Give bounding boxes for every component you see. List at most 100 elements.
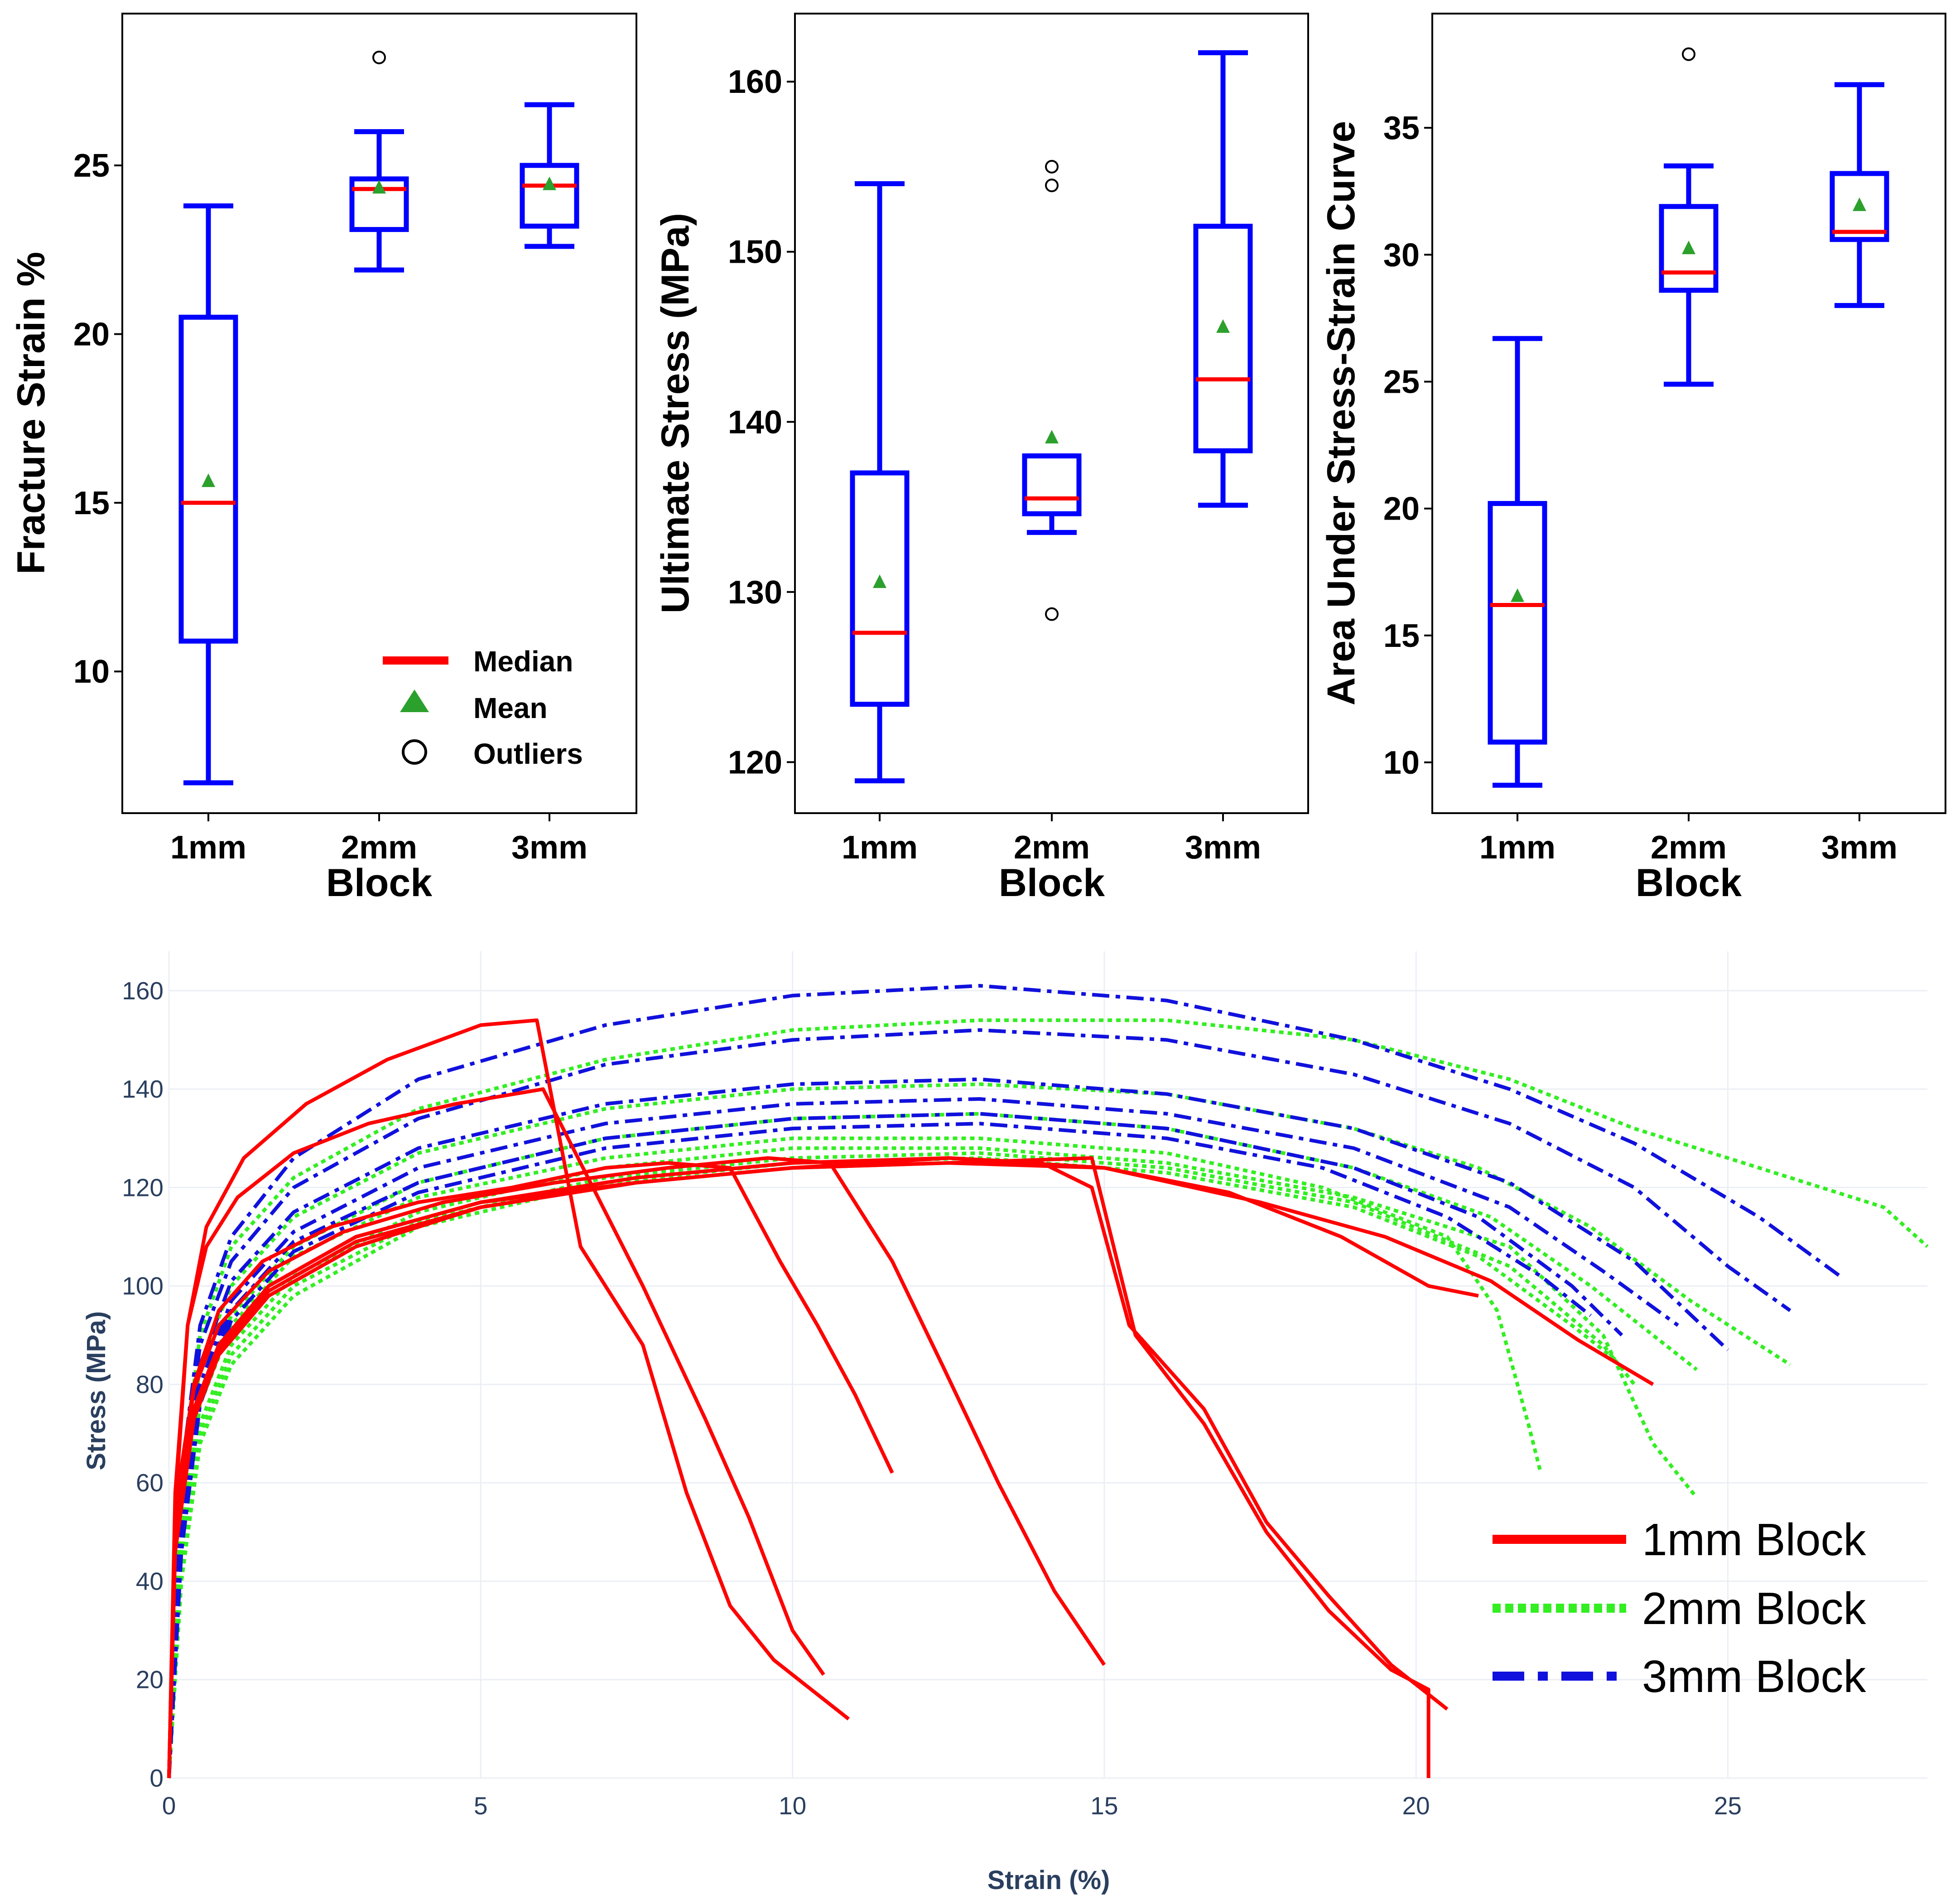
- box-1mm: [1488, 336, 1547, 788]
- stress-strain-y-ticks: 0 20 40 60 80 100 120 140 160: [122, 977, 164, 1792]
- box-iqr: [1488, 501, 1547, 745]
- x-tick-label: 5: [474, 1792, 488, 1820]
- mean-marker: [1853, 197, 1866, 211]
- x-tick-label: 15: [1090, 1792, 1118, 1820]
- x-tick-label: 1mm: [1479, 829, 1555, 866]
- area-under-curve-boxplot: 10 15 20 25 30 35 1mm 2mm 3mm Block Area Under …: [1319, 13, 1946, 905]
- area-under-curve-x-label: Block: [1636, 861, 1742, 905]
- y-tick-label: 20: [136, 1666, 164, 1694]
- fracture-strain-x-ticks: 1mm 2mm 3mm: [170, 813, 587, 866]
- y-tick-label: 40: [136, 1567, 164, 1595]
- box-2mm: [1659, 47, 1719, 387]
- series-line-3mm: [167, 984, 1841, 1779]
- ultimate-stress-boxplot: 120 130 140 150 160 1mm 2mm 3mm Block Ultimate…: [654, 13, 1309, 905]
- mean-marker: [543, 176, 556, 190]
- x-tick-label: 25: [1714, 1792, 1742, 1820]
- y-tick-label: 20: [73, 316, 110, 352]
- x-tick-label: 1mm: [842, 829, 918, 866]
- ultimate-stress-y-ticks: 120 130 140 150 160: [728, 64, 795, 781]
- box-iqr: [1830, 171, 1889, 242]
- series-line-2mm: [167, 1151, 1636, 1779]
- box-iqr: [349, 176, 409, 232]
- box-2mm: [1022, 159, 1082, 621]
- x-tick-label: 3mm: [511, 829, 587, 866]
- legend-outlier-swatch: [402, 739, 427, 765]
- mean-marker: [1216, 319, 1230, 333]
- box-3mm: [1830, 82, 1889, 308]
- y-tick-label: 25: [73, 148, 110, 184]
- stress-strain-legend: 1mm Block 2mm Block 3mm Block: [1493, 1514, 1867, 1702]
- area-under-curve-y-label: Area Under Stress-Strain Curve: [1319, 121, 1363, 705]
- outlier-point: [372, 50, 386, 64]
- x-tick-label: 2mm: [341, 829, 417, 866]
- outlier-point: [1045, 178, 1059, 193]
- series-line-2mm: [167, 1136, 1543, 1779]
- legend-2mm-label: 2mm Block: [1642, 1583, 1867, 1634]
- y-tick-label: 10: [1383, 745, 1420, 781]
- x-tick-label: 3mm: [1821, 829, 1897, 866]
- legend-outliers-label: Outliers: [473, 737, 583, 770]
- y-tick-label: 10: [73, 654, 110, 690]
- y-tick-label: 15: [1383, 618, 1420, 654]
- legend-3mm-label: 3mm Block: [1642, 1651, 1867, 1702]
- stress-strain-chart: 0 20 40 60 80 100 120 140 160 0 5 10 15 20 25 Strain …: [82, 951, 1929, 1895]
- box-iqr: [1193, 223, 1253, 453]
- legend-mean-swatch: [400, 689, 429, 712]
- box-1mm: [850, 181, 910, 784]
- series-line-3mm: [167, 1097, 1679, 1779]
- mean-marker: [202, 473, 215, 487]
- y-tick-label: 120: [122, 1173, 164, 1201]
- series-line-2mm: [167, 1018, 1929, 1779]
- stress-strain-x-label: Strain (%): [987, 1865, 1110, 1895]
- stress-strain-lines: [167, 984, 1929, 1779]
- y-tick-label: 15: [73, 485, 110, 521]
- x-tick-label: 20: [1402, 1792, 1430, 1820]
- area-under-curve-marks: [1488, 47, 1889, 788]
- y-tick-label: 60: [136, 1469, 164, 1497]
- legend-mean-label: Mean: [473, 692, 548, 724]
- legend-median-label: Median: [473, 645, 573, 678]
- y-tick-label: 100: [122, 1272, 164, 1300]
- stress-strain-y-label: Stress (MPa): [82, 1311, 111, 1470]
- y-tick-label: 35: [1383, 110, 1420, 146]
- y-tick-label: 160: [122, 977, 164, 1005]
- series-line-2mm: [167, 1146, 1698, 1779]
- mean-marker: [1682, 241, 1695, 255]
- y-tick-label: 30: [1383, 237, 1420, 273]
- box-iqr: [850, 470, 910, 707]
- x-tick-label: 1mm: [170, 829, 246, 866]
- box-2mm: [349, 50, 409, 273]
- series-line-3mm: [167, 1112, 1623, 1779]
- area-under-curve-x-ticks: 1mm 2mm 3mm: [1479, 813, 1897, 866]
- y-tick-label: 25: [1383, 364, 1420, 400]
- box-iqr: [1659, 204, 1719, 293]
- x-tick-label: 3mm: [1185, 829, 1261, 866]
- series-line-1mm: [167, 1018, 850, 1779]
- y-tick-label: 140: [122, 1075, 164, 1103]
- mean-marker: [372, 180, 386, 194]
- box-iqr: [1022, 453, 1082, 516]
- ultimate-stress-y-label: Ultimate Stress (MPa): [654, 213, 697, 613]
- legend-1mm-label: 1mm Block: [1642, 1514, 1867, 1565]
- series-line-1mm: [167, 1156, 1654, 1779]
- series-line-1mm: [167, 1161, 894, 1779]
- mean-marker: [873, 574, 886, 588]
- box-3mm: [1193, 50, 1253, 508]
- y-tick-label: 120: [728, 744, 782, 781]
- fracture-strain-marks: [178, 50, 579, 786]
- ultimate-stress-x-label: Block: [999, 861, 1105, 905]
- x-tick-label: 0: [162, 1792, 176, 1820]
- area-under-curve-y-ticks: 10 15 20 25 30 35: [1383, 110, 1432, 781]
- y-tick-label: 150: [728, 234, 782, 270]
- y-tick-label: 160: [728, 64, 782, 100]
- mean-marker: [1045, 429, 1059, 443]
- box-1mm: [178, 203, 238, 786]
- series-line-1mm: [167, 1156, 1106, 1779]
- x-tick-label: 2mm: [1651, 829, 1727, 866]
- box-legend: Median Mean Outliers: [383, 645, 583, 770]
- x-tick-label: 10: [779, 1792, 806, 1820]
- series-line-3mm: [167, 1028, 1791, 1779]
- box-iqr: [178, 314, 238, 644]
- outlier-point: [1045, 159, 1059, 174]
